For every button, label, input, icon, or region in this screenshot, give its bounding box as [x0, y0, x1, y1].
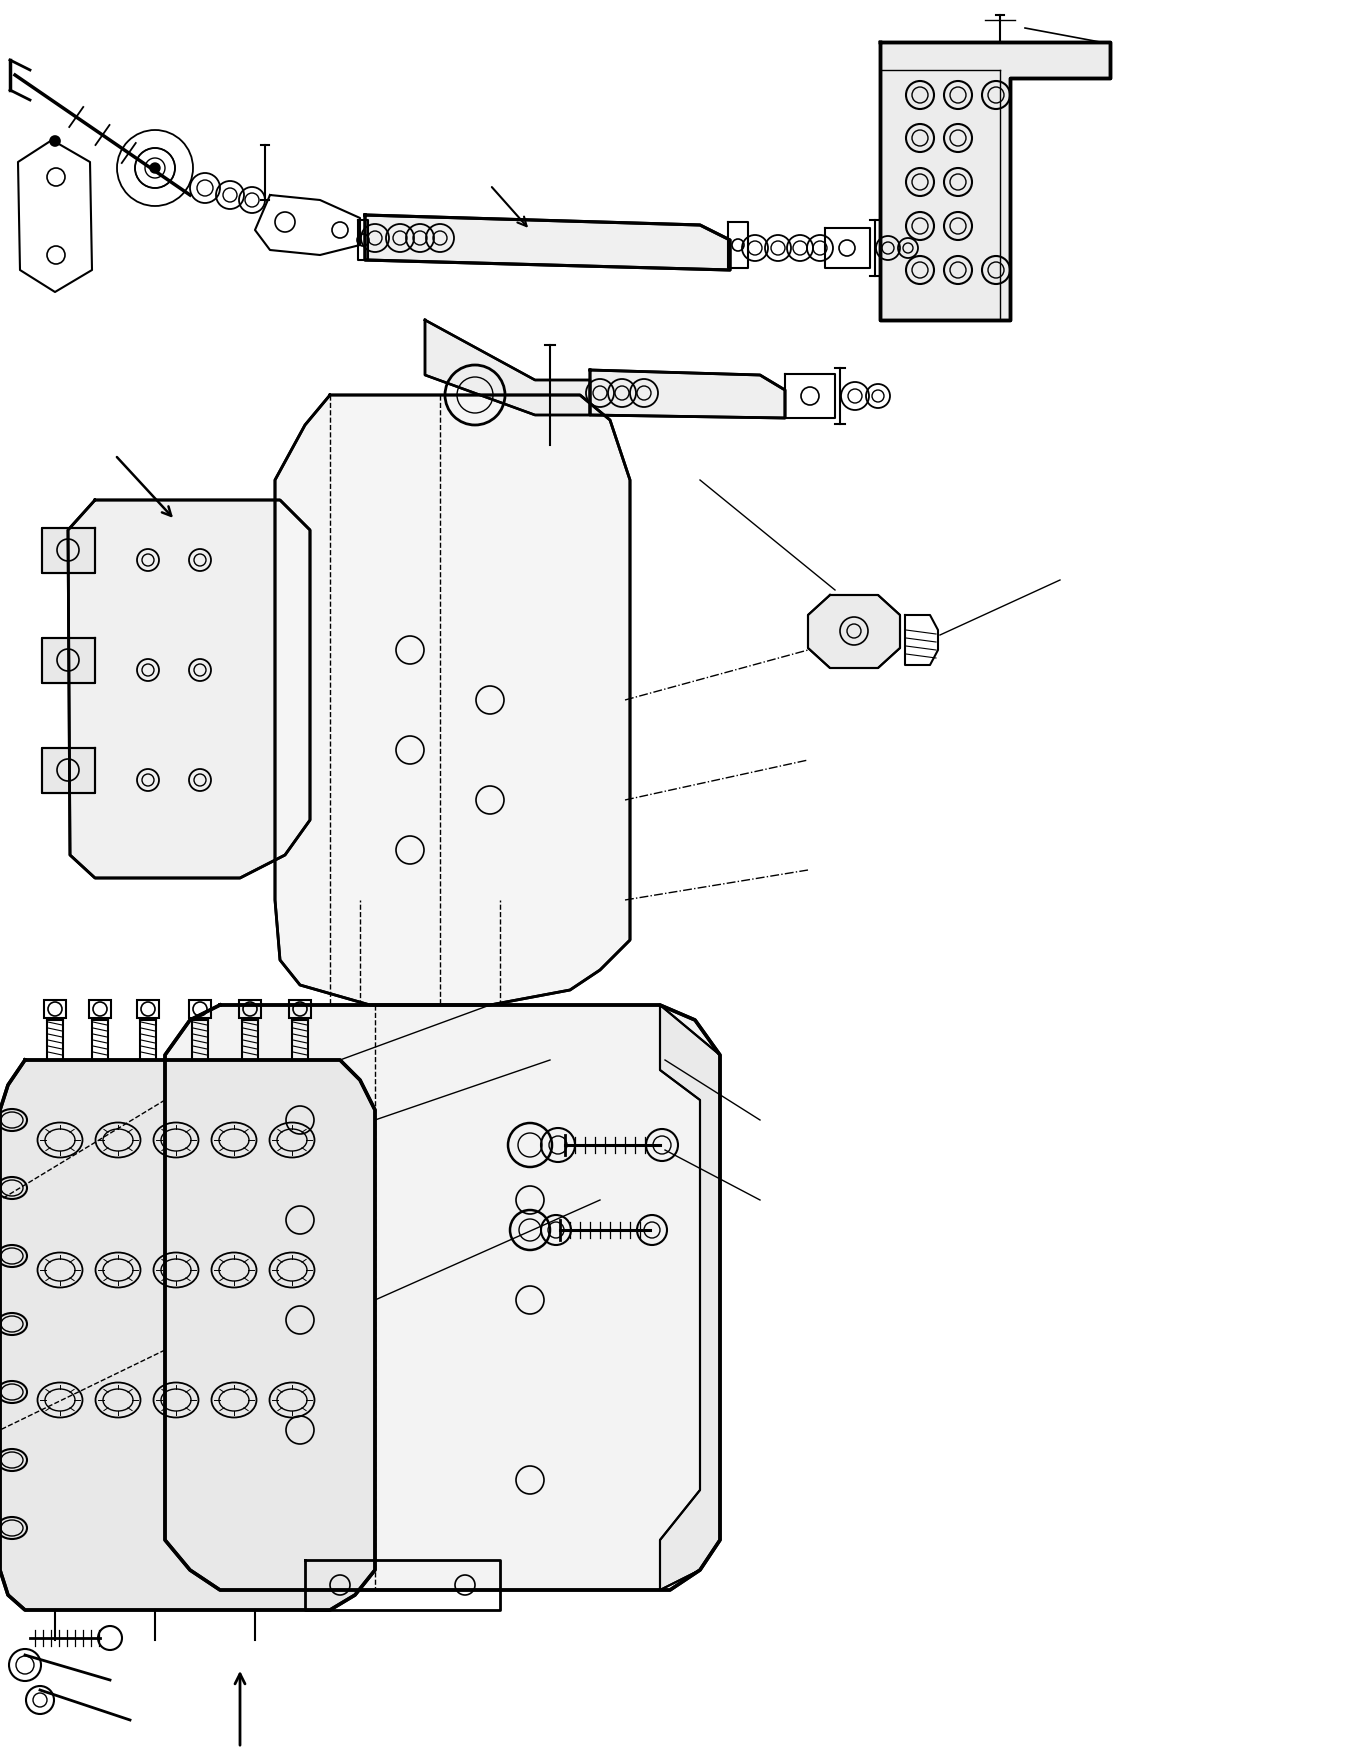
Polygon shape: [365, 215, 730, 269]
Polygon shape: [425, 320, 589, 414]
Polygon shape: [274, 395, 630, 1005]
Bar: [239, 1000, 261, 1017]
Polygon shape: [165, 1005, 721, 1591]
Polygon shape: [68, 500, 310, 877]
Polygon shape: [42, 638, 95, 683]
Circle shape: [50, 136, 59, 147]
Polygon shape: [808, 594, 900, 668]
Polygon shape: [42, 748, 95, 794]
Polygon shape: [880, 42, 1110, 320]
Bar: [89, 1000, 111, 1017]
Polygon shape: [42, 528, 95, 573]
Bar: [289, 1000, 311, 1017]
Polygon shape: [589, 371, 786, 418]
Bar: [189, 1000, 211, 1017]
Bar: [45, 1000, 66, 1017]
Bar: [137, 1000, 160, 1017]
Circle shape: [150, 163, 160, 173]
Polygon shape: [660, 1005, 721, 1591]
Polygon shape: [0, 1059, 375, 1610]
